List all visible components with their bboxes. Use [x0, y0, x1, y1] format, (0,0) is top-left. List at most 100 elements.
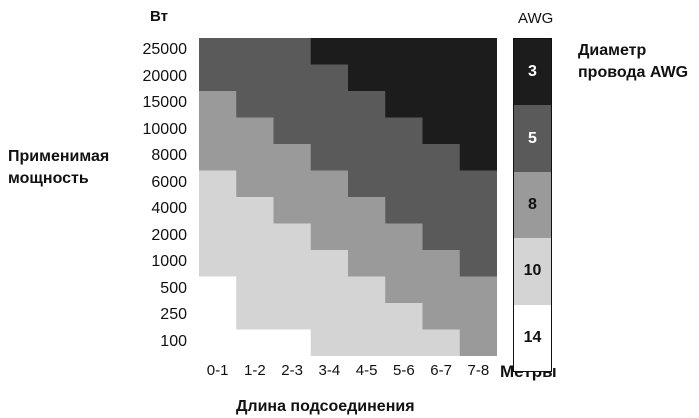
x-tick-label: 1-2: [244, 362, 266, 379]
heatmap-cell: [422, 250, 461, 278]
heatmap-cell: [236, 64, 275, 92]
heatmap-cell: [310, 38, 349, 66]
heatmap-cell: [348, 91, 386, 119]
y-tick-label: 4000: [151, 200, 187, 218]
x-axis-title: Длина подсоединения: [236, 398, 415, 415]
heatmap-cell: [459, 91, 497, 119]
y-tick-label: 6000: [151, 173, 187, 191]
heatmap-cell: [236, 223, 275, 251]
heatmap-cell: [273, 276, 312, 304]
heatmap-cell: [199, 276, 237, 304]
heatmap-cell: [199, 223, 237, 251]
heatmap-cell: [199, 303, 237, 331]
heatmap-cell: [385, 144, 424, 172]
heatmap-cell: [385, 197, 424, 225]
heatmap-cell: [348, 117, 386, 145]
heatmap-cell: [385, 64, 424, 92]
heatmap-cell: [422, 64, 461, 92]
heatmap-cell: [199, 64, 237, 92]
heatmap-cell: [199, 91, 237, 119]
heatmap-cell: [348, 144, 386, 172]
x-tick-label: 6-7: [430, 362, 452, 379]
heatmap-cell: [273, 170, 312, 198]
heatmap-cell: [273, 64, 312, 92]
heatmap-grid: [199, 38, 497, 356]
x-tick-label: 4-5: [355, 362, 378, 379]
heatmap-cell: [385, 91, 424, 119]
heatmap-cell: [422, 91, 461, 119]
heatmap-cell: [236, 91, 275, 119]
heatmap-cell: [199, 144, 237, 172]
heatmap-cell: [310, 170, 349, 198]
heatmap-cell: [236, 117, 275, 145]
heatmap-cell: [236, 144, 275, 172]
heatmap-cell: [385, 329, 424, 356]
heatmap-cell: [273, 91, 312, 119]
heatmap-cell: [459, 38, 497, 66]
heatmap-cell: [385, 223, 424, 251]
heatmap-cell: [273, 38, 312, 66]
heatmap-cell: [422, 170, 461, 198]
legend-swatch-awg-3: 3: [514, 39, 551, 106]
heatmap-cell: [310, 329, 349, 356]
heatmap-cell: [385, 117, 424, 145]
y-tick-label: 10000: [142, 120, 188, 138]
heatmap-cell: [422, 38, 461, 66]
heatmap-cell: [422, 303, 461, 331]
y-tick-label: 250: [160, 306, 187, 324]
heatmap-cell: [459, 117, 497, 145]
heatmap-cell: [459, 144, 497, 172]
y-tick-label: 20000: [142, 67, 188, 85]
heatmap-cell: [273, 117, 312, 145]
x-tick-label: 0-1: [206, 362, 229, 379]
heatmap-cell: [199, 329, 237, 356]
heatmap-cell: [459, 197, 497, 225]
heatmap-cell: [310, 223, 349, 251]
heatmap-cell: [199, 197, 237, 225]
heatmap-cell: [273, 250, 312, 278]
y-unit-label: Вт: [150, 8, 168, 25]
heatmap-cell: [459, 223, 497, 251]
x-tick-label: 5-6: [393, 362, 415, 379]
heatmap-cell: [236, 329, 275, 356]
heatmap-cell: [385, 276, 424, 304]
heatmap-cell: [273, 223, 312, 251]
heatmap-cell: [422, 144, 461, 172]
heatmap-cell: [348, 64, 386, 92]
heatmap-cell: [236, 197, 275, 225]
heatmap-cell: [348, 276, 386, 304]
legend-swatch-awg-8: 8: [514, 171, 551, 239]
heatmap-cell: [273, 197, 312, 225]
y-tick-label: 25000: [142, 41, 188, 59]
heatmap-cell: [310, 64, 349, 92]
heatmap-cell: [273, 329, 312, 356]
heatmap-cell: [236, 303, 275, 331]
x-tick-label: 2-3: [281, 362, 303, 379]
legend-bar: 3 5 8 10 14: [513, 38, 552, 372]
heatmap-cell: [310, 91, 349, 119]
heatmap-cell: [310, 144, 349, 172]
heatmap-cell: [310, 197, 349, 225]
y-tick-label: 500: [160, 279, 187, 297]
heatmap-cell: [459, 329, 497, 356]
heatmap-cell: [459, 170, 497, 198]
heatmap-cell: [385, 250, 424, 278]
heatmap-cell: [459, 250, 497, 278]
x-tick-label: 3-4: [318, 362, 341, 379]
heatmap-cell: [348, 250, 386, 278]
heatmap-cell: [459, 64, 497, 92]
heatmap-cell: [199, 170, 237, 198]
heatmap-cell: [422, 329, 461, 356]
heatmap-cell: [199, 250, 237, 278]
heatmap-cell: [348, 170, 386, 198]
legend-swatch-awg-14: 14: [514, 304, 551, 371]
heatmap-cell: [385, 303, 424, 331]
heatmap-cell: [310, 250, 349, 278]
y-tick-label: 8000: [151, 147, 187, 165]
heatmap-cell: [459, 276, 497, 304]
heatmap-cell: [273, 303, 312, 331]
heatmap-cell: [236, 170, 275, 198]
heatmap-cell: [422, 197, 461, 225]
heatmap-cell: [348, 38, 386, 66]
heatmap-cell: [422, 117, 461, 145]
